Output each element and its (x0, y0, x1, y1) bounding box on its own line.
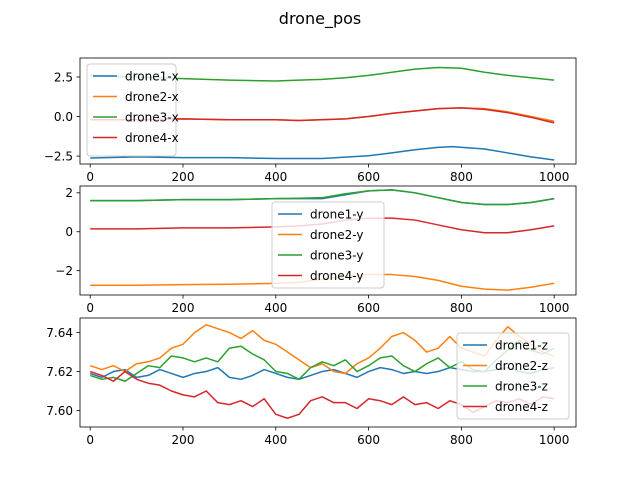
legend: drone1-y drone2-y drone3-y drone4-y (271, 201, 385, 289)
legend-label: drone4-y (310, 269, 363, 283)
subplot-1: 0 200 400 600 800 1000−2.50.02.5 drone1-xdrone… (44, 57, 577, 184)
legend: drone1-x drone2-x drone3-x drone4-x (86, 63, 179, 157)
legend-label: drone1-y (310, 207, 363, 221)
x-tick-label: 400 (264, 301, 287, 315)
x-tick-label: 0 (86, 301, 94, 315)
x-tick-label: 400 (264, 170, 287, 184)
legend-label: drone4-x (125, 131, 179, 145)
legend-label: drone2-z (495, 359, 548, 373)
chart-title: drone_pos (279, 9, 361, 29)
series-line-drone3-x (90, 66, 555, 82)
legend-label: drone3-y (310, 248, 363, 262)
x-tick-label: 200 (172, 433, 195, 447)
x-tick-label: 800 (450, 170, 473, 184)
x-tick-label: 1000 (539, 301, 570, 315)
y-tick-label: −2 (55, 264, 73, 278)
x-tick-label: 0 (86, 170, 94, 184)
y-tick-label: 0.0 (54, 110, 73, 124)
legend-box (86, 63, 177, 157)
axes-frame (79, 57, 577, 165)
y-tick-label: 7.62 (46, 365, 73, 379)
legend-label: drone3-x (125, 110, 179, 124)
axes-frame (79, 317, 577, 428)
legend-box (456, 332, 570, 420)
y-tick-label: 2.5 (54, 70, 73, 84)
legend-label: drone2-y (310, 228, 363, 242)
series-line-drone1-x (90, 145, 555, 161)
series-line-drone3-y (90, 189, 555, 206)
x-tick-label: 1000 (539, 170, 570, 184)
y-tick-label: 7.64 (46, 326, 73, 340)
x-tick-label: 600 (357, 433, 380, 447)
legend-label: drone2-x (125, 90, 179, 104)
x-tick-label: 400 (264, 433, 287, 447)
x-tick-label: 600 (357, 301, 380, 315)
subplot-2: 0 200 400 600 800 1000−202drone1-ydrone2-ydro… (55, 185, 577, 315)
subplots: 0 200 400 600 800 1000−2.50.02.5 drone1-xdrone… (44, 57, 577, 447)
x-tick-label: 1000 (539, 433, 570, 447)
legend-label: drone4-z (495, 400, 548, 414)
x-tick-label: 800 (450, 433, 473, 447)
legend-label: drone3-z (495, 379, 548, 393)
axes-frame (79, 185, 577, 296)
legend-box (271, 201, 385, 289)
x-tick-label: 800 (450, 301, 473, 315)
y-tick-label: −2.5 (44, 149, 73, 163)
legend-label: drone1-z (495, 338, 548, 352)
legend-label: drone1-x (125, 69, 179, 83)
series-group (90, 66, 555, 161)
x-tick-label: 600 (357, 170, 380, 184)
x-tick-label: 0 (86, 433, 94, 447)
series-line-drone4-x (90, 107, 555, 124)
x-tick-label: 200 (172, 170, 195, 184)
subplot-3: 0 200 400 600 800 10007.607.627.64drone1-zdro… (46, 317, 577, 447)
y-tick-label: 2 (65, 186, 73, 200)
legend: drone1-z drone2-z drone3-z drone4-z (456, 332, 570, 420)
y-tick-label: 0 (65, 225, 73, 239)
y-tick-label: 7.60 (46, 404, 73, 418)
x-tick-label: 200 (172, 301, 195, 315)
